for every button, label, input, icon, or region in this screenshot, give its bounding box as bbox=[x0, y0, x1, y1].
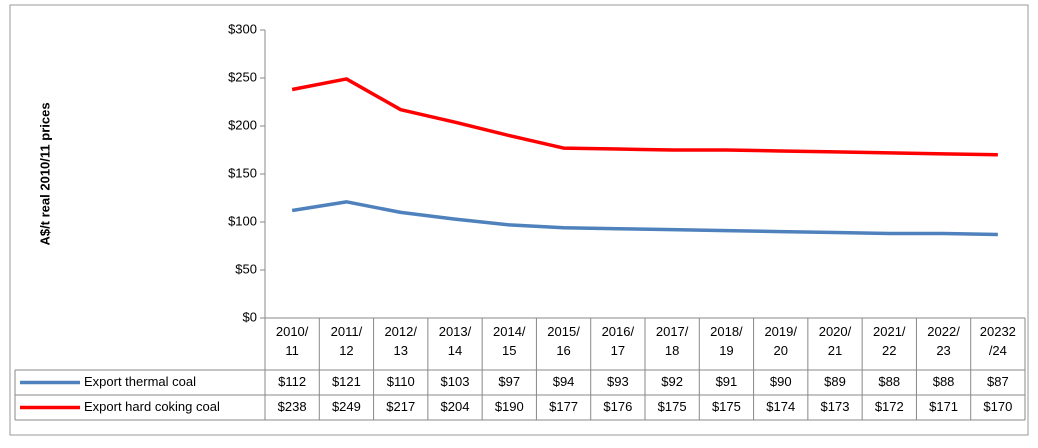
x-tick-label: 2010/11 bbox=[276, 324, 309, 358]
table-value: $190 bbox=[495, 399, 524, 414]
x-tick-label: 2020/21 bbox=[819, 324, 852, 358]
y-axis-title: A$/t real 2010/11 prices bbox=[37, 102, 52, 245]
table-value: $173 bbox=[821, 399, 850, 414]
table-value: $90 bbox=[770, 374, 792, 389]
x-tick-label: 2012/13 bbox=[384, 324, 417, 358]
y-tick-label: $150 bbox=[228, 165, 257, 180]
x-tick-label: 2013/14 bbox=[439, 324, 472, 358]
table-value: $87 bbox=[987, 374, 1009, 389]
y-tick-label: $0 bbox=[243, 309, 257, 324]
y-tick-label: $100 bbox=[228, 213, 257, 228]
x-tick-label: 2019/20 bbox=[764, 324, 797, 358]
legend-label: Export thermal coal bbox=[84, 374, 196, 389]
table-value: $238 bbox=[278, 399, 307, 414]
legend-label: Export hard coking coal bbox=[84, 399, 220, 414]
y-tick-label: $250 bbox=[228, 69, 257, 84]
table-value: $121 bbox=[332, 374, 361, 389]
table-value: $91 bbox=[716, 374, 738, 389]
x-tick-label: 2014/15 bbox=[493, 324, 526, 358]
x-tick-label: 2018/19 bbox=[710, 324, 743, 358]
series-line bbox=[291, 200, 998, 237]
chart-frame bbox=[9, 4, 1029, 436]
series-line bbox=[291, 77, 998, 157]
table-value: $249 bbox=[332, 399, 361, 414]
table-value: $94 bbox=[553, 374, 575, 389]
table-value: $97 bbox=[498, 374, 520, 389]
x-tick-label: 2017/18 bbox=[656, 324, 689, 358]
table-value: $89 bbox=[824, 374, 846, 389]
x-tick-label: 2021/22 bbox=[873, 324, 906, 358]
table-value: $110 bbox=[387, 374, 415, 389]
table-value: $174 bbox=[766, 399, 795, 414]
x-tick-label: 2015/16 bbox=[547, 324, 580, 358]
x-tick-label: 2011/12 bbox=[331, 324, 363, 358]
x-tick-label: 20232/24 bbox=[980, 324, 1016, 358]
table-value: $175 bbox=[712, 399, 741, 414]
table-value: $103 bbox=[441, 374, 470, 389]
table-value: $217 bbox=[386, 399, 415, 414]
x-tick-label: 2016/17 bbox=[602, 324, 635, 358]
table-value: $88 bbox=[933, 374, 955, 389]
table-value: $93 bbox=[607, 374, 629, 389]
table-value: $204 bbox=[441, 399, 470, 414]
y-tick-label: $50 bbox=[235, 261, 257, 276]
y-tick-label: $200 bbox=[228, 117, 257, 132]
table-value: $172 bbox=[875, 399, 904, 414]
table-value: $177 bbox=[549, 399, 578, 414]
table-value: $112 bbox=[278, 374, 306, 389]
x-tick-label: 2022/23 bbox=[927, 324, 960, 358]
table-value: $175 bbox=[658, 399, 687, 414]
table-value: $88 bbox=[878, 374, 900, 389]
table-value: $92 bbox=[661, 374, 683, 389]
table-value: $171 bbox=[929, 399, 958, 414]
y-tick-label: $300 bbox=[228, 21, 257, 36]
table-value: $176 bbox=[603, 399, 632, 414]
table-value: $170 bbox=[983, 399, 1012, 414]
